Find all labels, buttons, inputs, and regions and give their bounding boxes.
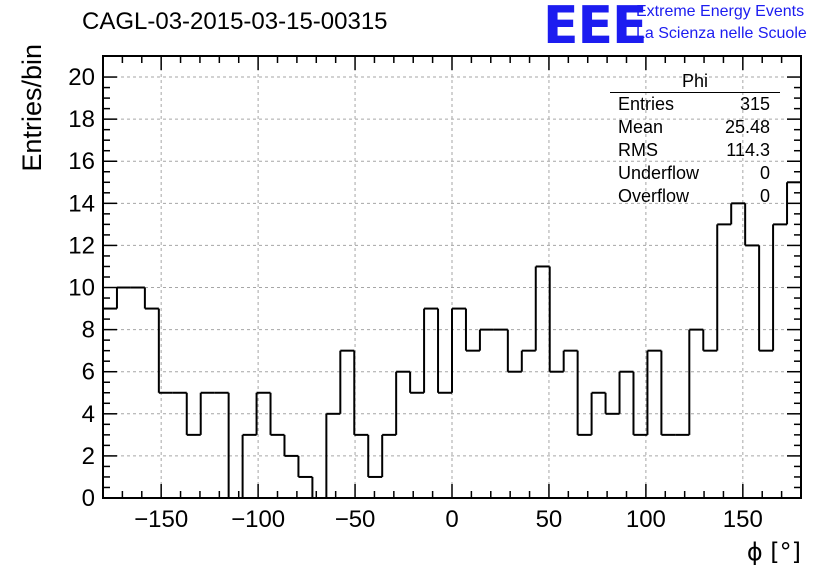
y-tick-label: 20 [68, 64, 95, 91]
logo-line-1: Extreme Energy Events [636, 3, 805, 20]
stats-label: Underflow [618, 163, 700, 183]
stats-row: Entries 315 [610, 93, 780, 116]
y-tick-label: 2 [82, 443, 95, 470]
y-tick-label: 18 [68, 106, 95, 133]
x-tick-label: −50 [335, 506, 376, 533]
histogram-bins [103, 181, 801, 499]
y-tick-label: 4 [82, 401, 95, 428]
stats-histogram-name: Phi [610, 70, 780, 93]
stats-row: Underflow 0 [610, 162, 780, 185]
plot-title: CAGL-03-2015-03-15-00315 [82, 8, 388, 35]
stats-label: Mean [618, 117, 664, 137]
logo-line-2: La Scienza nelle Scuole [636, 25, 807, 42]
stats-box: Phi Entries 315 Mean 25.48 RMS 114.3 Und… [610, 70, 780, 208]
x-tick-label: −150 [134, 506, 188, 533]
stats-label: Overflow [618, 186, 690, 206]
y-tick-label: 10 [68, 275, 95, 302]
x-tick-label: 150 [723, 506, 763, 533]
stats-row: Mean 25.48 [610, 116, 780, 139]
axis-tick-labels: −150 −100 −50 0 50 100 150 0 2 4 6 8 10 12 14 16 18 20 [68, 64, 763, 533]
stats-row: Overflow 0 [610, 185, 780, 208]
stats-label: Entries [618, 94, 675, 114]
axis-ticks [103, 56, 801, 499]
stats-value: 0 [759, 163, 770, 183]
y-axis-label: Entries/bin [17, 44, 47, 172]
x-tick-label: −100 [231, 506, 285, 533]
y-tick-label: 12 [68, 232, 95, 259]
y-tick-label: 8 [82, 317, 95, 344]
y-tick-label: 14 [68, 190, 95, 217]
stats-value: 0 [759, 186, 770, 206]
logo-mark: EEE [543, 0, 648, 56]
x-axis-label: ϕ [°] [747, 538, 801, 566]
stats-value: 25.48 [724, 117, 770, 137]
x-tick-label: 50 [536, 506, 563, 533]
stats-value: 114.3 [726, 140, 770, 160]
stats-label: RMS [618, 140, 658, 160]
stats-value: 315 [739, 94, 770, 114]
stats-row: RMS 114.3 [610, 139, 780, 162]
x-tick-label: 0 [445, 506, 458, 533]
y-tick-label: 0 [82, 485, 95, 512]
x-tick-label: 100 [626, 506, 666, 533]
y-tick-label: 16 [68, 148, 95, 175]
y-tick-label: 6 [82, 359, 95, 386]
